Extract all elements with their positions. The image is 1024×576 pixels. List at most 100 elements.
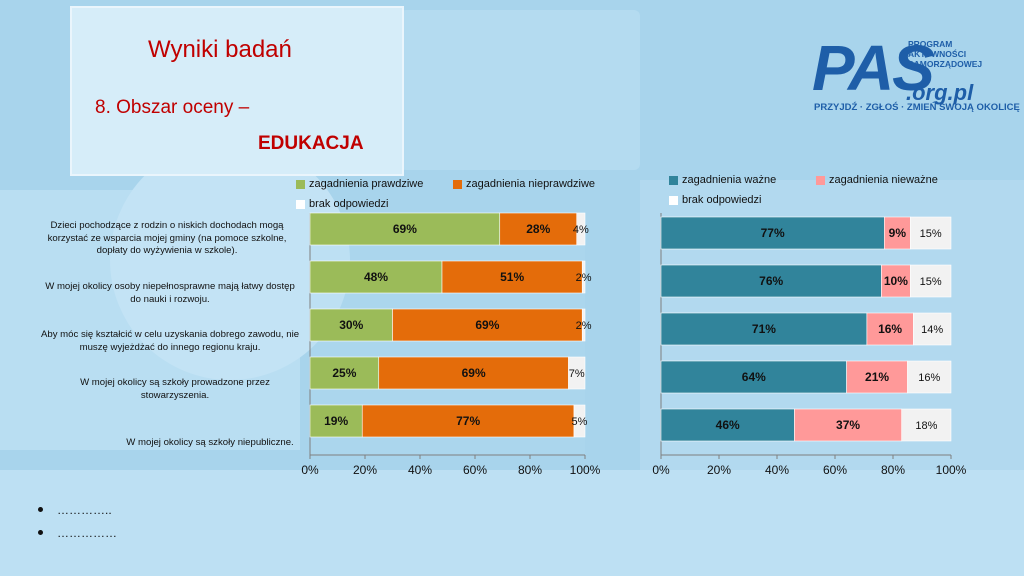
bar-segment xyxy=(660,408,795,442)
bar-segment xyxy=(881,264,911,298)
legend-swatch-green xyxy=(296,179,305,189)
data-label: 16% xyxy=(878,322,902,336)
bar-segment xyxy=(883,216,911,250)
legend-right-none: brak odpowiedzi xyxy=(669,194,762,206)
logo-main-text: PAS xyxy=(812,32,935,104)
data-label: 2% xyxy=(576,320,592,332)
data-label: 9% xyxy=(889,226,907,240)
bar-segment xyxy=(309,404,363,438)
background-panel-center xyxy=(400,10,640,170)
bar-segment xyxy=(361,404,575,438)
bullet-dot xyxy=(38,530,43,535)
data-label: 69% xyxy=(475,318,499,332)
bar-segment xyxy=(441,260,583,294)
bar-segment xyxy=(576,212,586,246)
data-label: 30% xyxy=(339,318,363,332)
bullet-list: ………….. …………… xyxy=(38,498,117,544)
data-label: 4% xyxy=(573,224,589,236)
data-label: 77% xyxy=(761,226,785,240)
bullet-text: …………… xyxy=(57,525,117,540)
bar-segment xyxy=(309,212,501,246)
category-label: Dzieci pochodzące z rodzin o niskich doc… xyxy=(47,220,287,256)
logo-domain-text: .org.pl xyxy=(906,80,974,105)
legend-swatch-pink xyxy=(816,175,825,185)
category-label: W mojej okolicy osoby niepełnosprawne ma… xyxy=(45,281,295,305)
data-label: 77% xyxy=(456,414,480,428)
legend-right-important: zagadnienia ważne xyxy=(669,174,776,186)
legend-label: zagadnienia prawdziwe xyxy=(309,178,424,190)
data-label: 2% xyxy=(576,272,592,284)
data-label: 10% xyxy=(884,274,908,288)
bullet-dot xyxy=(38,507,43,512)
legend-swatch-white xyxy=(669,195,678,205)
bar-segment xyxy=(866,312,914,346)
bar-segment xyxy=(660,312,868,346)
title-panel xyxy=(70,6,404,176)
section-subtitle: 8. Obszar oceny – xyxy=(95,97,250,118)
bar-segment xyxy=(910,264,952,298)
bar-segment xyxy=(912,312,952,346)
bar-segment xyxy=(309,356,380,390)
data-label: 15% xyxy=(920,276,942,288)
data-label: 19% xyxy=(324,414,348,428)
legend-swatch-white xyxy=(296,199,305,209)
data-label: 21% xyxy=(865,370,889,384)
data-label: 69% xyxy=(393,222,417,236)
bar-segment xyxy=(660,360,847,394)
bar-segment xyxy=(794,408,903,442)
legend-label: brak odpowiedzi xyxy=(682,194,762,206)
legend-left-false: zagadnienia nieprawdziwe xyxy=(453,178,595,190)
background-bottom-band xyxy=(0,470,1024,576)
x-tick-label: 20% xyxy=(707,463,731,477)
x-tick-label: 60% xyxy=(463,463,487,477)
data-label: 7% xyxy=(569,368,585,380)
category-label: W mojej okolicy są szkoły niepubliczne. xyxy=(126,437,294,448)
legend-label: zagadnienia ważne xyxy=(682,174,777,186)
data-label: 16% xyxy=(918,372,940,384)
data-label: 69% xyxy=(462,366,486,380)
legend-swatch-orange xyxy=(453,179,462,189)
x-tick-label: 40% xyxy=(408,463,432,477)
bar-segment xyxy=(309,260,443,294)
bar-segment xyxy=(910,216,952,250)
bar-segment xyxy=(573,404,586,438)
data-label: 25% xyxy=(332,366,356,380)
data-label: 46% xyxy=(716,418,740,432)
bar-segment xyxy=(568,356,586,390)
legend-left-none: brak odpowiedzi xyxy=(296,198,389,210)
legend-left-true: zagadnienia prawdziwe xyxy=(296,178,423,190)
legend-swatch-teal xyxy=(669,175,678,185)
data-label: 64% xyxy=(742,370,766,384)
bar-segment xyxy=(581,260,586,294)
data-label: 14% xyxy=(921,324,943,336)
bullet-text: ………….. xyxy=(57,502,112,517)
bullet-item: …………… xyxy=(38,521,117,544)
data-label: 18% xyxy=(915,420,937,432)
logo-tagline: PRZYJDŹ · ZGŁOŚ · ZMIEŃ SWOJĄ OKOLICĘ xyxy=(814,102,1020,113)
section-topic: EDUKACJA xyxy=(258,133,364,154)
legend-label: zagadnienia nieprawdziwe xyxy=(466,178,596,190)
legend-label: brak odpowiedzi xyxy=(309,198,389,210)
bullet-item: ………….. xyxy=(38,498,117,521)
x-tick-label: 0% xyxy=(652,463,670,477)
data-label: 15% xyxy=(920,228,942,240)
x-tick-label: 20% xyxy=(353,463,377,477)
legend-right-unimportant: zagadnienia nieważne xyxy=(816,174,938,186)
data-label: 37% xyxy=(836,418,860,432)
x-tick-label: 80% xyxy=(518,463,542,477)
data-label: 71% xyxy=(752,322,776,336)
category-label: W mojej okolicy są szkoły prowadzone prz… xyxy=(80,377,270,401)
data-label: 5% xyxy=(572,416,588,428)
data-label: 76% xyxy=(759,274,783,288)
bar-segment xyxy=(581,308,586,342)
bar-segment xyxy=(660,264,882,298)
data-label: 48% xyxy=(364,270,388,284)
bar-segment xyxy=(499,212,578,246)
x-tick-label: 100% xyxy=(936,463,967,477)
x-tick-label: 0% xyxy=(301,463,319,477)
x-tick-label: 40% xyxy=(765,463,789,477)
bar-segment xyxy=(907,360,952,394)
bar-segment xyxy=(378,356,569,390)
page-title: Wyniki badań xyxy=(148,36,292,63)
